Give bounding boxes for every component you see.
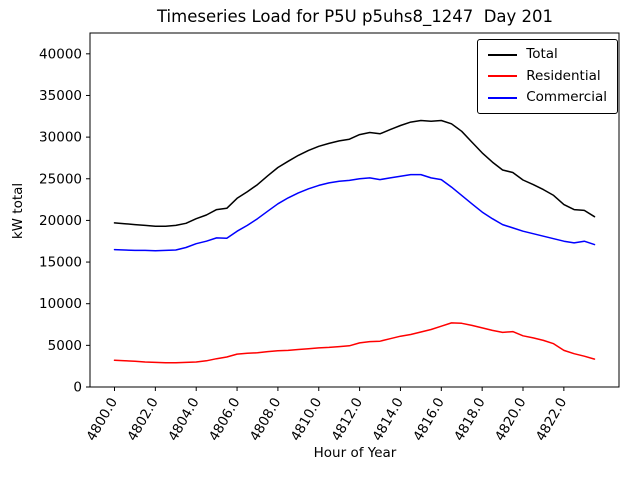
legend-label-residential: Residential	[526, 67, 601, 84]
y-axis-label: kW total	[10, 182, 26, 240]
y-tick-label: 20000	[39, 213, 82, 229]
x-tick-label: 4800.0	[83, 395, 120, 444]
legend-label-commercial: Commercial	[526, 89, 607, 105]
y-tick-label: 25000	[39, 171, 82, 187]
x-axis-label: Hour of Year	[313, 445, 397, 461]
legend-line-sample-total	[488, 53, 518, 56]
x-tick-label: 4808.0	[247, 395, 284, 444]
total-series-line	[113, 119, 596, 227]
y-tick-label: 15000	[39, 255, 82, 271]
x-tick-label: 4804.0	[165, 395, 202, 444]
plot-border	[89, 32, 620, 388]
chart-title: Timeseries Load for P5U p5uhs8_1247 Day …	[156, 7, 554, 26]
x-tick-label: 4802.0	[124, 395, 161, 444]
y-tick-label: 5000	[48, 338, 82, 354]
y-tick-label: 35000	[39, 88, 82, 104]
legend-label-total: Total	[526, 46, 558, 62]
y-tick-label: 10000	[39, 296, 82, 312]
x-tick-label: 4816.0	[410, 395, 447, 444]
legend-entry-commercial: Commercial	[488, 89, 607, 105]
x-tick-label: 4814.0	[369, 395, 406, 444]
y-tick-label: 30000	[39, 130, 82, 146]
legend-line-sample-commercial	[488, 96, 518, 99]
legend-entry-residential: Residential	[488, 67, 607, 84]
x-tick-label: 4818.0	[451, 395, 488, 444]
x-tick-label: 4820.0	[492, 395, 529, 444]
x-tick-label: 4822.0	[533, 395, 570, 444]
legend: Total Residential Commercial	[477, 39, 618, 114]
legend-line-sample-residential	[488, 75, 518, 78]
x-tick-label: 4810.0	[288, 395, 325, 444]
residential-series-line	[113, 322, 596, 364]
legend-entry-total: Total	[488, 46, 607, 62]
x-tick-label: 4806.0	[206, 395, 243, 444]
x-tick-label: 4812.0	[329, 395, 366, 444]
y-tick-label: 40000	[39, 46, 82, 62]
commercial-series-line	[113, 173, 596, 252]
y-tick-label: 0	[73, 380, 82, 396]
